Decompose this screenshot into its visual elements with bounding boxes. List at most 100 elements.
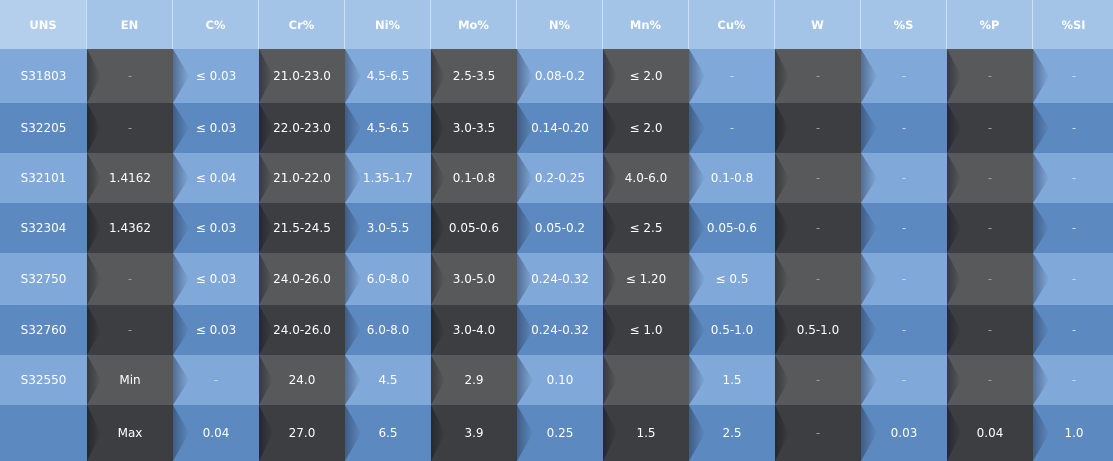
table-cell-r3-nipct: 1.35-1.7: [345, 153, 431, 203]
table-cell-r2-pctsi: -: [1033, 103, 1113, 153]
table-cell-r8-mnpct: 1.5: [603, 405, 689, 461]
table-cell-r3-mopct: 0.1-0.8: [431, 153, 517, 203]
column-header-crpct: Cr%: [259, 0, 345, 49]
table-cell-r2-mnpct: ≤ 2.0: [603, 103, 689, 153]
table-cell-r1-w: -: [775, 49, 861, 103]
column-header-nipct: Ni%: [345, 0, 431, 49]
table-cell-r8-crpct: 27.0: [259, 405, 345, 461]
table-cell-r8-pctp: 0.04: [947, 405, 1033, 461]
table-cell-r7-en: Min: [87, 355, 173, 405]
table-cell-r5-crpct: 24.0-26.0: [259, 253, 345, 305]
table-cell-r7-crpct: 24.0: [259, 355, 345, 405]
table-cell-r8-pcts: 0.03: [861, 405, 947, 461]
column-header-w: W: [775, 0, 861, 49]
table-cell-r8-uns: [0, 405, 87, 461]
column-header-en: EN: [87, 0, 173, 49]
table-cell-r6-mnpct: ≤ 1.0: [603, 305, 689, 355]
column-header-mopct: Mo%: [431, 0, 517, 49]
table-cell-r4-pcts: -: [861, 203, 947, 253]
column-header-pcts: %S: [861, 0, 947, 49]
table-cell-r7-cupct: 1.5: [689, 355, 775, 405]
table-cell-r7-pcts: -: [861, 355, 947, 405]
column-header-cupct: Cu%: [689, 0, 775, 49]
table-cell-r8-cupct: 2.5: [689, 405, 775, 461]
table-cell-r5-uns: S32750: [0, 253, 87, 305]
table-cell-r3-en: 1.4162: [87, 153, 173, 203]
table-cell-r5-pctsi: -: [1033, 253, 1113, 305]
table-cell-r4-en: 1.4362: [87, 203, 173, 253]
table-cell-r8-w: -: [775, 405, 861, 461]
table-cell-r6-npct: 0.24-0.32: [517, 305, 603, 355]
table-cell-r5-mopct: 3.0-5.0: [431, 253, 517, 305]
table-cell-r2-w: -: [775, 103, 861, 153]
column-header-mnpct: Mn%: [603, 0, 689, 49]
table-cell-r6-pctp: -: [947, 305, 1033, 355]
table-cell-r1-pctsi: -: [1033, 49, 1113, 103]
table-cell-r2-nipct: 4.5-6.5: [345, 103, 431, 153]
table-cell-r7-uns: S32550: [0, 355, 87, 405]
table-cell-r8-mopct: 3.9: [431, 405, 517, 461]
table-cell-r1-npct: 0.08-0.2: [517, 49, 603, 103]
table-cell-r1-pcts: -: [861, 49, 947, 103]
table-cell-r6-pcts: -: [861, 305, 947, 355]
table-cell-r4-cpct: ≤ 0.03: [173, 203, 259, 253]
table-cell-r2-cupct: -: [689, 103, 775, 153]
table-cell-r6-en: -: [87, 305, 173, 355]
table-cell-r5-nipct: 6.0-8.0: [345, 253, 431, 305]
table-cell-r1-crpct: 21.0-23.0: [259, 49, 345, 103]
table-cell-r7-w: -: [775, 355, 861, 405]
table-cell-r6-mopct: 3.0-4.0: [431, 305, 517, 355]
column-header-cpct: C%: [173, 0, 259, 49]
table-cell-r4-crpct: 21.5-24.5: [259, 203, 345, 253]
table-cell-r7-mopct: 2.9: [431, 355, 517, 405]
table-cell-r4-mopct: 0.05-0.6: [431, 203, 517, 253]
column-header-pctsi: %SI: [1033, 0, 1113, 49]
column-header-npct: N%: [517, 0, 603, 49]
table-cell-r2-uns: S32205: [0, 103, 87, 153]
table-cell-r2-cpct: ≤ 0.03: [173, 103, 259, 153]
table-cell-r3-pcts: -: [861, 153, 947, 203]
table-cell-r5-en: -: [87, 253, 173, 305]
table-cell-r7-pctsi: -: [1033, 355, 1113, 405]
table-cell-r3-crpct: 21.0-22.0: [259, 153, 345, 203]
table-cell-r4-w: -: [775, 203, 861, 253]
column-header-pctp: %P: [947, 0, 1033, 49]
table-cell-r2-pctp: -: [947, 103, 1033, 153]
table-cell-r6-crpct: 24.0-26.0: [259, 305, 345, 355]
table-cell-r8-npct: 0.25: [517, 405, 603, 461]
table-cell-r7-pctp: -: [947, 355, 1033, 405]
table-cell-r3-npct: 0.2-0.25: [517, 153, 603, 203]
table-cell-r3-mnpct: 4.0-6.0: [603, 153, 689, 203]
table-cell-r1-cpct: ≤ 0.03: [173, 49, 259, 103]
table-cell-r4-pctsi: -: [1033, 203, 1113, 253]
table-cell-r1-uns: S31803: [0, 49, 87, 103]
table-cell-r2-en: -: [87, 103, 173, 153]
table-cell-r6-uns: S32760: [0, 305, 87, 355]
table-cell-r5-npct: 0.24-0.32: [517, 253, 603, 305]
table-cell-r1-pctp: -: [947, 49, 1033, 103]
table-cell-r5-mnpct: ≤ 1.20: [603, 253, 689, 305]
table-cell-r4-pctp: -: [947, 203, 1033, 253]
table-cell-r4-mnpct: ≤ 2.5: [603, 203, 689, 253]
table-cell-r3-cupct: 0.1-0.8: [689, 153, 775, 203]
table-cell-r3-uns: S32101: [0, 153, 87, 203]
table-cell-r1-en: -: [87, 49, 173, 103]
table-cell-r1-mopct: 2.5-3.5: [431, 49, 517, 103]
table-cell-r2-pcts: -: [861, 103, 947, 153]
table-cell-r3-pctp: -: [947, 153, 1033, 203]
table-cell-r2-mopct: 3.0-3.5: [431, 103, 517, 153]
table-cell-r3-pctsi: -: [1033, 153, 1113, 203]
table-cell-r5-pcts: -: [861, 253, 947, 305]
table-cell-r1-nipct: 4.5-6.5: [345, 49, 431, 103]
table-cell-r5-cupct: ≤ 0.5: [689, 253, 775, 305]
table-cell-r7-nipct: 4.5: [345, 355, 431, 405]
table-cell-r7-cpct: -: [173, 355, 259, 405]
table-cell-r4-npct: 0.05-0.2: [517, 203, 603, 253]
table-cell-r1-cupct: -: [689, 49, 775, 103]
table-cell-r3-cpct: ≤ 0.04: [173, 153, 259, 203]
table-cell-r8-nipct: 6.5: [345, 405, 431, 461]
table-cell-r4-nipct: 3.0-5.5: [345, 203, 431, 253]
table-cell-r7-mnpct: [603, 355, 689, 405]
table-cell-r2-crpct: 22.0-23.0: [259, 103, 345, 153]
table-cell-r4-cupct: 0.05-0.6: [689, 203, 775, 253]
